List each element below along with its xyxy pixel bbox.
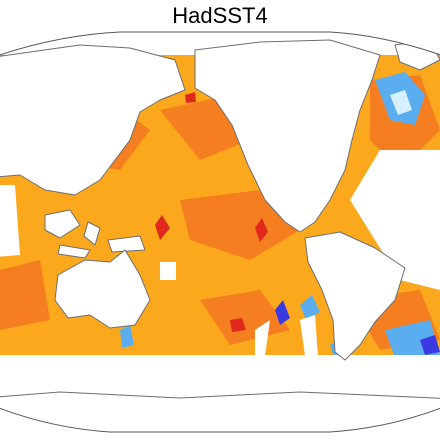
maritime-southeast-asia bbox=[44, 209, 146, 259]
australia bbox=[54, 249, 151, 329]
cold-core bbox=[390, 90, 412, 115]
north-america bbox=[194, 39, 381, 233]
antarctica bbox=[0, 391, 440, 432]
continents bbox=[0, 39, 440, 432]
map-area bbox=[0, 32, 440, 432]
eurasia bbox=[0, 44, 186, 196]
south-america bbox=[304, 231, 406, 361]
strong-cool-spots bbox=[275, 300, 440, 355]
map-title: HadSST4 bbox=[172, 3, 267, 28]
globe-outline bbox=[0, 31, 440, 433]
